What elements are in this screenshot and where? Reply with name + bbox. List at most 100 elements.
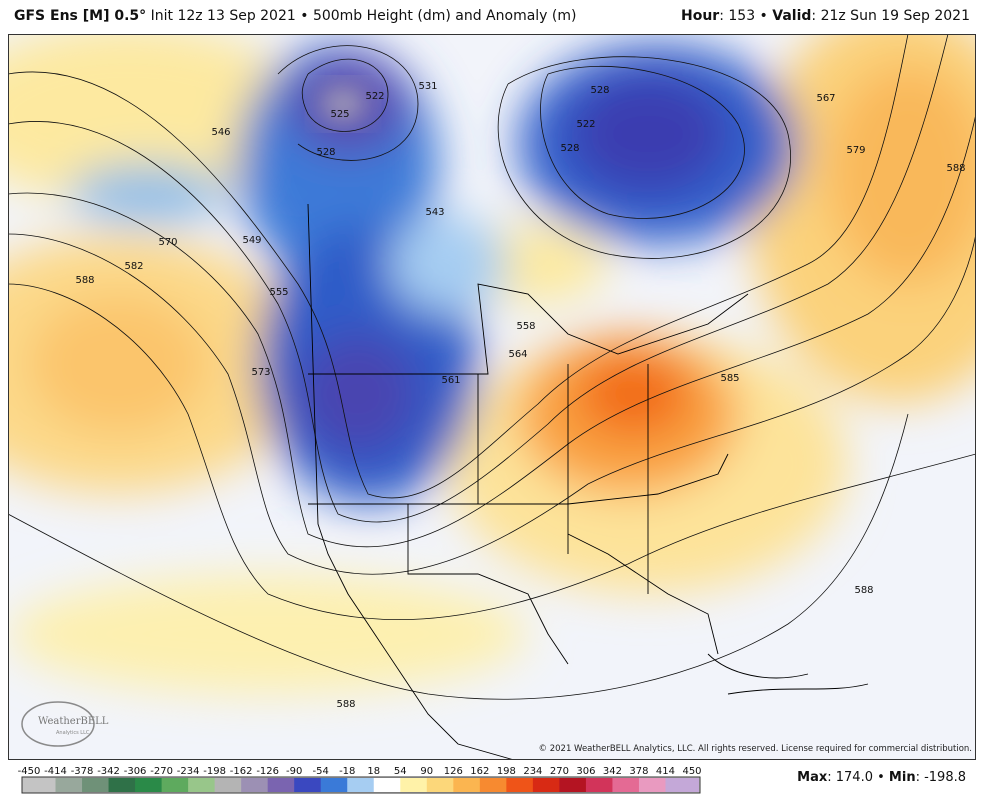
colorbar-label: -414 bbox=[44, 766, 67, 777]
contour-label: 528 bbox=[590, 85, 609, 96]
contour-label: 588 bbox=[75, 275, 94, 286]
contour-label: 588 bbox=[336, 699, 355, 710]
contour-label: 564 bbox=[508, 349, 527, 360]
colorbar-label: 270 bbox=[550, 766, 569, 777]
colorbar-swatch bbox=[241, 778, 269, 792]
header-part: GFS Ens [M] 0.5° bbox=[14, 8, 147, 24]
colorbar-swatch bbox=[638, 778, 666, 792]
header-part: : -198.8 bbox=[915, 770, 966, 785]
colorbar-swatch bbox=[188, 778, 216, 792]
header-part: Max bbox=[797, 770, 828, 785]
colorbar-label: 90 bbox=[420, 766, 433, 777]
header-right: Hour: 153 • Valid: 21z Sun 19 Sep 2021 bbox=[681, 8, 970, 24]
header-part: Min bbox=[888, 770, 916, 785]
boundaries bbox=[307, 203, 869, 760]
contour-label: 588 bbox=[854, 585, 873, 596]
header-part: Init 12z 13 Sep 2021 • 500mb Height (dm)… bbox=[146, 8, 577, 24]
colorbar-label: 378 bbox=[629, 766, 648, 777]
header-part: : 174.0 • bbox=[827, 770, 889, 785]
contour-label: 573 bbox=[251, 367, 270, 378]
colorbar-label: -90 bbox=[286, 766, 302, 777]
colorbar-swatch bbox=[373, 778, 401, 792]
colorbar-label: -270 bbox=[150, 766, 173, 777]
contour-label: 525 bbox=[330, 109, 349, 120]
colorbar: -450 -414 -378 -342 -306 -270 -234 -198 -162 -126… bbox=[18, 766, 702, 794]
colorbar-label: 126 bbox=[444, 766, 463, 777]
colorbar-label: 342 bbox=[603, 766, 622, 777]
colorbar-swatch bbox=[665, 778, 693, 792]
colorbar-label: 18 bbox=[367, 766, 380, 777]
contour-labels: 522 525 528 531 546 549 555 570 582 588 573 561 564 5… bbox=[75, 81, 965, 710]
header-left: GFS Ens [M] 0.5° Init 12z 13 Sep 2021 • … bbox=[14, 8, 576, 24]
colorbar-swatch bbox=[612, 778, 640, 792]
contour-label: 546 bbox=[211, 127, 230, 138]
colorbar-label: 198 bbox=[497, 766, 516, 777]
colorbar-swatch bbox=[214, 778, 242, 792]
colorbar-swatch bbox=[559, 778, 587, 792]
colorbar-label: 306 bbox=[576, 766, 595, 777]
colorbar-swatch bbox=[426, 778, 454, 792]
colorbar-swatch bbox=[479, 778, 507, 792]
contour-label: 549 bbox=[242, 235, 261, 246]
colorbar-swatch bbox=[55, 778, 83, 792]
contour-label: 570 bbox=[158, 237, 177, 248]
colorbar-label: -198 bbox=[203, 766, 226, 777]
colorbar-swatch bbox=[585, 778, 613, 792]
colorbar-swatch bbox=[82, 778, 110, 792]
colorbar-label: 54 bbox=[394, 766, 407, 777]
colorbar-label: 450 bbox=[682, 766, 701, 777]
contour-label: 531 bbox=[418, 81, 437, 92]
colorbar-swatch bbox=[453, 778, 481, 792]
anomaly-shading bbox=[8, 34, 976, 694]
header-part: Hour bbox=[681, 8, 720, 24]
header-part: : 153 • bbox=[719, 8, 773, 24]
contour-label: 588 bbox=[946, 163, 965, 174]
contour-label: 528 bbox=[316, 147, 335, 158]
contour-label: 585 bbox=[720, 373, 739, 384]
colorbar-swatch bbox=[320, 778, 348, 792]
header-part: : 21z Sun 19 Sep 2021 bbox=[811, 8, 970, 24]
height-contours bbox=[8, 34, 976, 700]
colorbar-end bbox=[692, 778, 699, 792]
colorbar-swatch bbox=[267, 778, 295, 792]
colorbar-swatch bbox=[294, 778, 322, 792]
map: 522 525 528 531 546 549 555 570 582 588 573 561 564 5… bbox=[8, 34, 976, 760]
colorbar-swatch bbox=[29, 778, 57, 792]
colorbar-swatch bbox=[347, 778, 375, 792]
colorbar-label: -450 bbox=[18, 766, 41, 777]
colorbar-label: -18 bbox=[339, 766, 355, 777]
colorbar-swatch bbox=[161, 778, 189, 792]
contour-label: 579 bbox=[846, 145, 865, 156]
logo-tag: Analytics LLC bbox=[56, 730, 90, 736]
colorbar-label: 234 bbox=[523, 766, 542, 777]
colorbar-label: -126 bbox=[256, 766, 279, 777]
contour-label: 522 bbox=[365, 91, 384, 102]
contour-label: 561 bbox=[441, 375, 460, 386]
colorbar-label: -342 bbox=[97, 766, 120, 777]
contour-label: 522 bbox=[576, 119, 595, 130]
colorbar-swatch bbox=[532, 778, 560, 792]
logo: WeatherBELL Analytics LLC bbox=[21, 701, 109, 747]
colorbar-label: 162 bbox=[470, 766, 489, 777]
colorbar-swatch bbox=[135, 778, 163, 792]
contour-label: 555 bbox=[269, 287, 288, 298]
colorbar-label: -306 bbox=[124, 766, 147, 777]
contour-label: 582 bbox=[124, 261, 143, 272]
colorbar-label: 414 bbox=[656, 766, 675, 777]
colorbar-label: -162 bbox=[230, 766, 253, 777]
contour-label: 543 bbox=[425, 207, 444, 218]
colorbar-label: -54 bbox=[313, 766, 329, 777]
contour-label: 558 bbox=[516, 321, 535, 332]
contour-label: 567 bbox=[816, 93, 835, 104]
contour-label: 528 bbox=[560, 143, 579, 154]
colorbar-swatch bbox=[400, 778, 428, 792]
logo-name: WeatherBELL bbox=[38, 716, 109, 727]
header-part: Valid bbox=[772, 8, 812, 24]
copyright: © 2021 WeatherBELL Analytics, LLC. All r… bbox=[538, 744, 972, 754]
colorbar-label: -234 bbox=[177, 766, 200, 777]
footer-stats: Max: 174.0 • Min: -198.8 bbox=[797, 770, 966, 785]
colorbar-swatch bbox=[108, 778, 136, 792]
colorbar-swatch bbox=[506, 778, 534, 792]
map-frame bbox=[8, 34, 976, 760]
